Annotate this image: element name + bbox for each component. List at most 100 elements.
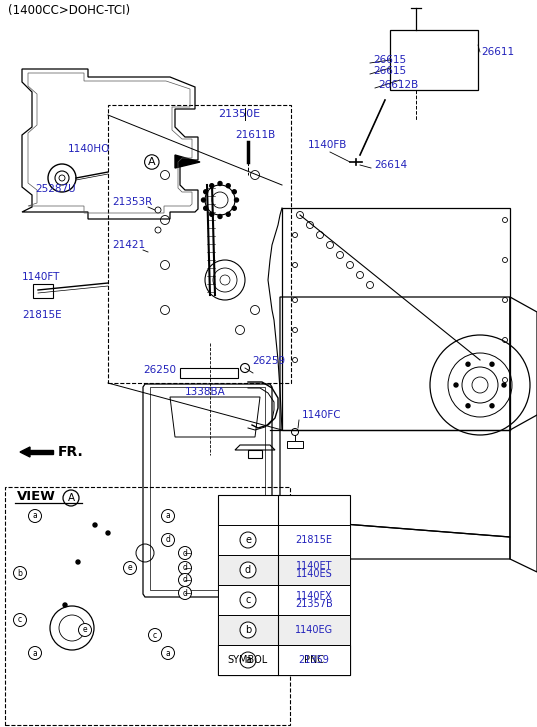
Polygon shape (175, 155, 200, 168)
Circle shape (178, 547, 192, 560)
Bar (390, 30, 478, 90)
Circle shape (106, 531, 110, 535)
Text: d: d (183, 563, 187, 572)
Circle shape (226, 212, 230, 217)
Circle shape (204, 190, 208, 194)
Polygon shape (30, 450, 53, 454)
Circle shape (149, 629, 162, 641)
Text: 1140EG: 1140EG (295, 625, 333, 635)
Circle shape (162, 510, 175, 523)
Text: 21359: 21359 (299, 655, 329, 665)
Bar (108, 105, 291, 383)
Text: 1140FT: 1140FT (22, 272, 60, 282)
Bar (287, 441, 303, 448)
Bar (33, 284, 53, 298)
Text: FR.: FR. (58, 445, 84, 459)
Circle shape (204, 206, 208, 210)
Text: SYMBOL: SYMBOL (228, 655, 268, 665)
Bar (218, 495, 350, 675)
Text: PNC: PNC (304, 655, 324, 665)
Text: a: a (33, 648, 38, 657)
Circle shape (178, 574, 192, 587)
Text: 21357B: 21357B (295, 599, 333, 609)
Circle shape (235, 198, 238, 202)
Circle shape (240, 592, 256, 608)
Circle shape (13, 614, 26, 627)
Bar (218, 615, 350, 645)
Text: a: a (33, 512, 38, 521)
Circle shape (240, 532, 256, 548)
Text: 26615: 26615 (373, 55, 406, 65)
Text: d: d (183, 576, 187, 585)
Bar (5, 487, 290, 725)
Bar (180, 368, 238, 378)
Circle shape (93, 523, 97, 527)
Circle shape (466, 403, 470, 408)
Circle shape (124, 561, 136, 574)
Text: 26611: 26611 (481, 47, 514, 57)
Text: e: e (128, 563, 132, 572)
Bar (282, 208, 510, 430)
Bar (218, 645, 350, 675)
Text: b: b (245, 625, 251, 635)
Text: 21815E: 21815E (22, 310, 62, 320)
Text: d: d (183, 588, 187, 598)
Text: c: c (18, 616, 22, 624)
Circle shape (233, 190, 236, 194)
Circle shape (162, 534, 175, 547)
Bar (218, 585, 350, 615)
Text: 1140HO: 1140HO (68, 144, 111, 154)
Circle shape (454, 383, 458, 387)
Circle shape (218, 214, 222, 219)
Circle shape (76, 560, 80, 564)
Text: 1338BA: 1338BA (185, 387, 226, 397)
Text: A: A (68, 493, 75, 503)
Text: e: e (245, 535, 251, 545)
Bar (218, 555, 350, 585)
Text: d: d (165, 536, 170, 545)
Circle shape (162, 646, 175, 659)
Text: 21611B: 21611B (235, 130, 275, 140)
Circle shape (240, 562, 256, 578)
Circle shape (490, 403, 494, 408)
Circle shape (78, 624, 91, 637)
Text: 1140ES: 1140ES (296, 569, 332, 579)
Text: d: d (245, 565, 251, 575)
Text: 21353R: 21353R (112, 197, 153, 207)
Text: b: b (18, 569, 23, 577)
Text: VIEW: VIEW (17, 490, 56, 503)
Circle shape (63, 603, 67, 607)
Circle shape (201, 198, 206, 202)
Bar (218, 645, 350, 675)
Text: A: A (148, 157, 156, 167)
Polygon shape (20, 447, 30, 457)
Circle shape (13, 566, 26, 579)
Circle shape (210, 184, 214, 188)
Text: 26259: 26259 (252, 356, 285, 366)
Text: 25287U: 25287U (35, 184, 76, 194)
Text: c: c (153, 630, 157, 640)
Text: 1140FX: 1140FX (296, 591, 332, 601)
Text: e: e (83, 625, 88, 635)
Text: 21350E: 21350E (218, 109, 260, 119)
Circle shape (28, 646, 41, 659)
Circle shape (240, 652, 256, 668)
Text: 1140FB: 1140FB (308, 140, 347, 150)
Circle shape (466, 362, 470, 366)
Text: 26615: 26615 (373, 66, 406, 76)
Circle shape (502, 383, 506, 387)
Circle shape (233, 206, 236, 210)
Text: 1140ET: 1140ET (296, 561, 332, 571)
Text: 26614: 26614 (374, 160, 407, 170)
Bar (218, 525, 350, 555)
Circle shape (218, 182, 222, 185)
Circle shape (226, 184, 230, 188)
Text: 26250: 26250 (143, 365, 176, 375)
Text: a: a (165, 512, 170, 521)
Circle shape (490, 362, 494, 366)
Circle shape (178, 561, 192, 574)
Text: (1400CC>DOHC-TCI): (1400CC>DOHC-TCI) (8, 4, 130, 17)
Circle shape (178, 587, 192, 600)
Text: 1140FC: 1140FC (302, 410, 342, 420)
Text: 21421: 21421 (112, 240, 145, 250)
